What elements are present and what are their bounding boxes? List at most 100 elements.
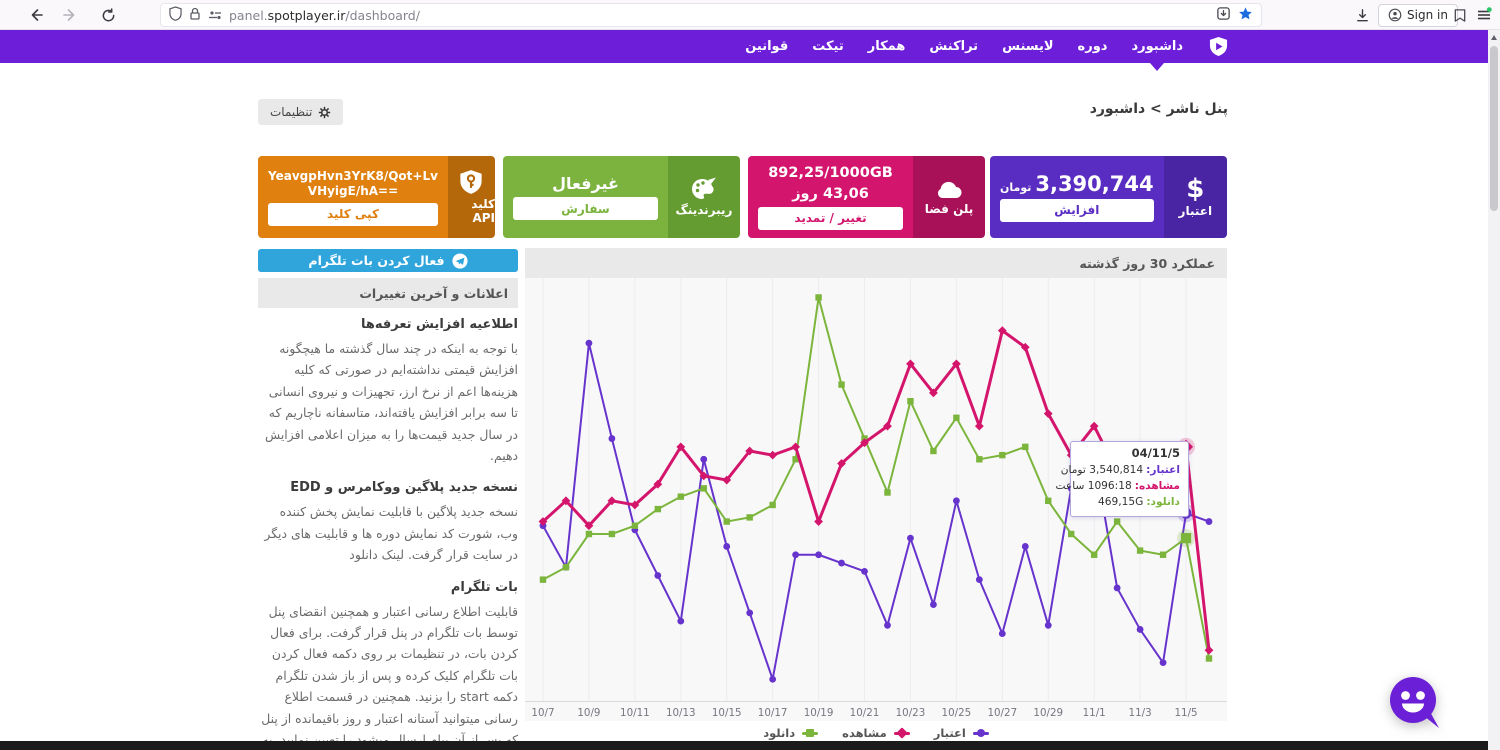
bottom-dark-bar — [0, 741, 1488, 750]
url-text: panel.spotplayer.ir/dashboard/ — [229, 7, 420, 23]
dollar-icon: $ — [1186, 174, 1205, 204]
x-tick-label: 10/9 — [577, 707, 601, 719]
credit-card: $ اعتبار 3,390,744تومان افزایش — [990, 156, 1227, 238]
legend-marker-credit — [972, 729, 989, 737]
active-nav-pointer — [1150, 63, 1164, 71]
shield-icon[interactable] — [169, 5, 182, 25]
scrollbar-thumb[interactable] — [1490, 46, 1498, 211]
url-bar[interactable]: panel.spotplayer.ir/dashboard/ — [160, 3, 1262, 27]
telegram-icon — [452, 252, 468, 269]
chart-title: عملکرد 30 روز گذشته — [525, 248, 1227, 278]
space-card-icon-panel: پلن فضا — [913, 156, 985, 238]
tooltip-credit-value: 3,540,814 تومان — [1060, 464, 1144, 476]
series-downloads — [539, 294, 1213, 662]
rebranding-card: ریبرندینگ غیرفعال سفارش — [503, 156, 740, 238]
chat-smiley-icon — [1390, 677, 1439, 728]
chart-legend: اعتبار مشاهده دانلود — [525, 721, 1227, 745]
lock-icon[interactable] — [189, 6, 201, 25]
nav-item-dashboard[interactable]: داشبورد — [1131, 39, 1183, 54]
page-scrollbar[interactable] — [1488, 30, 1500, 750]
api-card-icon-panel: کلید API — [447, 156, 495, 238]
api-key-value: YeavgpHvn3YrK8/Qot+Lv VHyigE/hA== — [268, 168, 438, 198]
shield-key-icon — [460, 170, 483, 194]
x-tick-label: 10/13 — [665, 707, 696, 719]
news-panel-header: اعلانات و آخرین تغییرات — [258, 278, 518, 308]
legend-item-views[interactable]: مشاهده — [842, 726, 910, 740]
x-tick-label: 10/7 — [531, 707, 555, 719]
account-icon — [1388, 8, 1402, 22]
x-tick-label: 10/27 — [987, 707, 1018, 719]
news-section-body: نسخه جدید پلاگین با قابلیت نمایش پخش کنن… — [264, 504, 518, 563]
news-section-title: نسخه جدید پلاگین ووکامرس و EDD — [290, 480, 518, 496]
user-icon — [315, 73, 326, 84]
settings-button[interactable]: تنظیمات — [258, 99, 344, 125]
nav-item-transaction[interactable]: تراکنش — [929, 39, 979, 54]
news-section-body: با توجه به اینکه در چند سال گذشته ما هیچ… — [265, 341, 518, 464]
performance-chart[interactable]: 04/11/5 اعتبار: 3,540,814 تومان مشاهده: 10… — [525, 278, 1227, 703]
tooltip-downloads-label: دانلود: — [1146, 496, 1180, 508]
forward-icon[interactable] — [58, 0, 82, 30]
nav-item-license[interactable]: لایسنس — [1002, 39, 1054, 54]
sign-in-button[interactable]: Sign in — [1378, 3, 1458, 27]
tooltip-views-value: 1096:18 ساعت — [1055, 480, 1132, 492]
rebranding-status: غیرفعال — [552, 174, 619, 193]
x-tick-label: 10/11 — [620, 707, 650, 719]
x-tick-label: 10/17 — [757, 707, 788, 719]
nav-item-ticket[interactable]: تیکت — [812, 39, 844, 54]
credit-card-icon-panel: $ اعتبار — [1163, 156, 1227, 238]
logout-button[interactable]: خروج — [258, 66, 344, 91]
legend-item-credit[interactable]: اعتبار — [934, 726, 989, 740]
x-tick-label: 10/15 — [711, 707, 742, 719]
nav-item-course[interactable]: دوره — [1077, 39, 1108, 54]
news-section: بات تلگرام قابلیت اطلاع رسانی اعتبار و ه… — [258, 580, 518, 741]
nav-item-rules[interactable]: قوانین — [745, 39, 789, 54]
download-icon[interactable] — [1350, 0, 1374, 30]
legend-marker-views — [893, 731, 910, 735]
activate-telegram-bot-button[interactable]: فعال کردن بات تلگرام — [258, 249, 518, 272]
save-to-library-icon[interactable] — [1216, 6, 1231, 25]
increase-credit-button[interactable]: افزایش — [1000, 198, 1154, 222]
reload-icon[interactable] — [96, 0, 120, 30]
credit-value: 3,390,744تومان — [1000, 171, 1154, 196]
tooltip-downloads-value: 469,15G — [1098, 496, 1144, 508]
x-tick-label: 11/5 — [1174, 707, 1198, 719]
cloud-icon — [937, 181, 962, 198]
extension-icon[interactable] — [1448, 0, 1472, 30]
x-tick-label: 11/3 — [1128, 707, 1152, 719]
rebranding-card-icon-panel: ریبرندینگ — [668, 156, 740, 238]
menu-hamburger-icon[interactable] — [1472, 0, 1496, 30]
news-section-title: اطلاعیه افزایش تعرفه‌ها — [360, 317, 518, 332]
gear-icon — [319, 106, 331, 118]
copy-key-button[interactable]: کپی کلید — [268, 202, 438, 226]
news-section: نسخه جدید پلاگین ووکامرس و EDD نسخه جدید… — [258, 480, 518, 565]
chat-widget-button[interactable] — [1383, 671, 1447, 735]
tooltip-views-label: مشاهده: — [1134, 480, 1180, 492]
bookmark-star-icon[interactable] — [1238, 6, 1253, 25]
nav-item-partner[interactable]: همکار — [867, 39, 906, 54]
api-key-card: کلید API YeavgpHvn3YrK8/Qot+Lv VHyigE/hA… — [258, 156, 495, 238]
chart-x-axis: 10/7 10/9 10/11 10/13 10/15 10/17 10/19 10/21 10… — [525, 703, 1227, 721]
order-rebranding-button[interactable]: سفارش — [513, 197, 658, 220]
legend-marker-downloads — [802, 729, 819, 737]
change-extend-button[interactable]: تغییر / تمدید — [758, 206, 903, 230]
scrollbar-up-arrow[interactable] — [1491, 35, 1497, 40]
news-section-title: بات تلگرام — [450, 579, 518, 595]
news-section-body: قابلیت اطلاع رسانی اعتبار و همچنین انقضا… — [261, 603, 518, 741]
main-navbar: داشبورد دوره لایسنس تراکنش همکار تیکت قو… — [0, 30, 1500, 91]
legend-item-downloads[interactable]: دانلود — [763, 726, 819, 740]
chart-tooltip: 04/11/5 اعتبار: 3,540,814 تومان مشاهده: 10… — [1056, 441, 1189, 517]
x-tick-label: 10/29 — [1033, 707, 1064, 719]
x-tick-label: 10/19 — [803, 707, 834, 719]
news-section: اطلاعیه افزایش تعرفه‌ها با توجه به اینکه… — [258, 317, 518, 466]
back-icon[interactable] — [24, 0, 48, 30]
x-tick-label: 10/25 — [941, 707, 972, 719]
palette-icon — [692, 177, 716, 199]
x-tick-label: 10/23 — [895, 707, 926, 719]
breadcrumb: پنل ناشر > داشبورد — [1089, 101, 1228, 117]
space-days-value: 43,06 روز — [792, 185, 869, 202]
spotplayer-logo-icon[interactable] — [1209, 36, 1228, 57]
browser-toolbar: panel.spotplayer.ir/dashboard/ Sign in — [0, 0, 1500, 30]
space-usage-value: 892,25/1000GB — [768, 164, 893, 181]
permissions-icon[interactable] — [208, 6, 222, 25]
performance-panel: عملکرد 30 روز گذشته 04/11/5 اعتبار: 3,540… — [525, 248, 1227, 745]
